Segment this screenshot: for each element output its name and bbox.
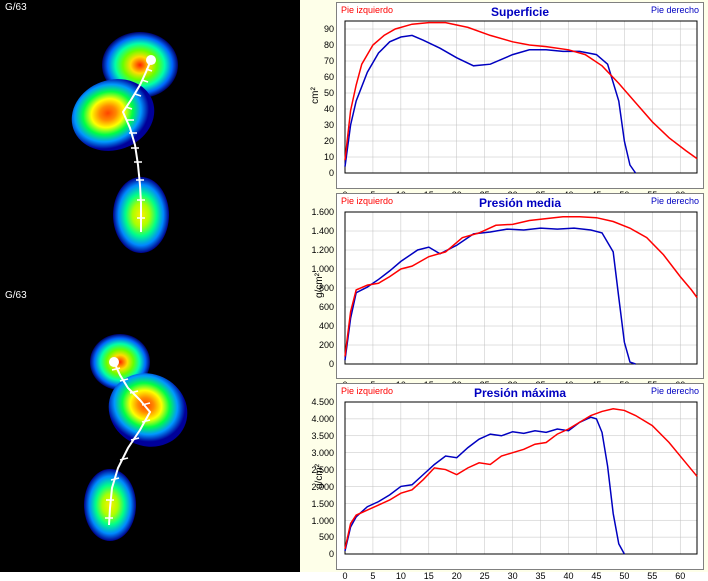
y-tick: 400 <box>319 321 334 331</box>
y-tick: 80 <box>324 40 334 50</box>
chart-presion-maxima: Presión máximaPie izquierdoPie derechog/… <box>336 383 704 570</box>
y-tick: 0 <box>329 359 334 369</box>
y-tick: 20 <box>324 136 334 146</box>
y-tick: 90 <box>324 24 334 34</box>
y-tick: 3.500 <box>311 431 334 441</box>
y-tick: 600 <box>319 302 334 312</box>
y-tick: 10 <box>324 152 334 162</box>
y-tick: 1.400 <box>311 226 334 236</box>
x-tick: 30 <box>508 571 518 581</box>
x-tick: 20 <box>452 571 462 581</box>
y-tick: 1.000 <box>311 516 334 526</box>
y-tick: 4.500 <box>311 397 334 407</box>
y-tick: 50 <box>324 88 334 98</box>
heatmap-panel: G/63 G/63 M M <box>0 0 300 572</box>
series-right <box>345 35 636 173</box>
chart-superficie: SuperficiePie izquierdoPie derechocm²010… <box>336 2 704 189</box>
y-tick: 800 <box>319 283 334 293</box>
x-tick: 45 <box>591 571 601 581</box>
y-tick: 40 <box>324 104 334 114</box>
y-tick: 0 <box>329 168 334 178</box>
series-left <box>345 216 697 356</box>
y-tick: 1.200 <box>311 245 334 255</box>
y-tick: 200 <box>319 340 334 350</box>
x-tick: 25 <box>480 571 490 581</box>
x-tick: 50 <box>619 571 629 581</box>
plot-svg <box>337 384 703 569</box>
y-tick: 2.500 <box>311 465 334 475</box>
y-tick: 3.000 <box>311 448 334 458</box>
x-tick: 40 <box>563 571 573 581</box>
y-tick: 500 <box>319 532 334 542</box>
y-tick: 2.000 <box>311 482 334 492</box>
y-tick: 1.500 <box>311 499 334 509</box>
x-tick: 60 <box>675 571 685 581</box>
plot-svg <box>337 194 703 379</box>
x-tick: 55 <box>647 571 657 581</box>
footprint-heatmap-bottom: M <box>0 290 300 570</box>
x-tick: 10 <box>396 571 406 581</box>
y-tick: 30 <box>324 120 334 130</box>
y-tick: 0 <box>329 549 334 559</box>
y-tick: 4.000 <box>311 414 334 424</box>
x-tick: 5 <box>370 571 375 581</box>
x-tick: 0 <box>342 571 347 581</box>
y-tick: 60 <box>324 72 334 82</box>
series-left <box>345 409 697 549</box>
series-left <box>345 23 697 161</box>
y-tick: 1.000 <box>311 264 334 274</box>
series-right <box>345 228 636 364</box>
y-axis-label: cm² <box>310 87 321 104</box>
y-tick: 1.600 <box>311 207 334 217</box>
x-tick: 15 <box>424 571 434 581</box>
footprint-heatmap-top: M <box>0 0 300 280</box>
plot-svg <box>337 3 703 188</box>
y-tick: 70 <box>324 56 334 66</box>
chart-presion-media: Presión mediaPie izquierdoPie derechog/c… <box>336 193 704 380</box>
charts-panel: SuperficiePie izquierdoPie derechocm²010… <box>300 0 708 572</box>
x-tick: 35 <box>536 571 546 581</box>
